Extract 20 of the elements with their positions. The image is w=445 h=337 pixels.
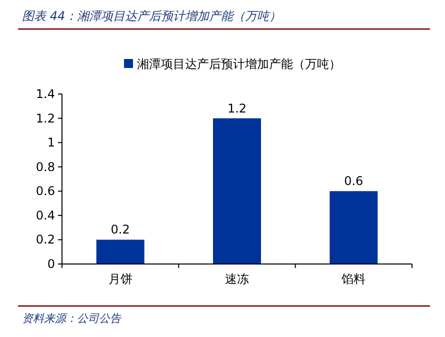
y-tick-label: 0.2	[36, 232, 55, 247]
bar	[96, 240, 144, 264]
y-tick-label: 1	[47, 136, 55, 150]
y-tick-label: 1.4	[36, 87, 55, 101]
bar	[330, 191, 378, 264]
x-tick-label: 速冻	[225, 272, 249, 286]
legend-label: 湘潭项目达产后预计增加产能（万吨）	[137, 57, 341, 71]
text: 资料来源：公司公告	[22, 312, 122, 325]
y-tick-label: 0.6	[36, 184, 55, 198]
x-tick-label: 馅料	[340, 272, 366, 286]
y-tick-label: 1.2	[36, 111, 55, 126]
data-label: 0.2	[110, 222, 130, 237]
bar	[213, 118, 261, 264]
y-tick-label: 0.8	[36, 160, 55, 174]
y-tick-label: 0.4	[36, 208, 55, 222]
chart-title: 图表 44：湘潭项目达产后预计增加产能（万吨）	[22, 9, 282, 23]
data-label: 0.6	[344, 174, 364, 188]
x-tick-label: 月饼	[108, 272, 132, 286]
data-label: 1.2	[227, 101, 247, 116]
y-tick-label: 0	[47, 257, 55, 271]
